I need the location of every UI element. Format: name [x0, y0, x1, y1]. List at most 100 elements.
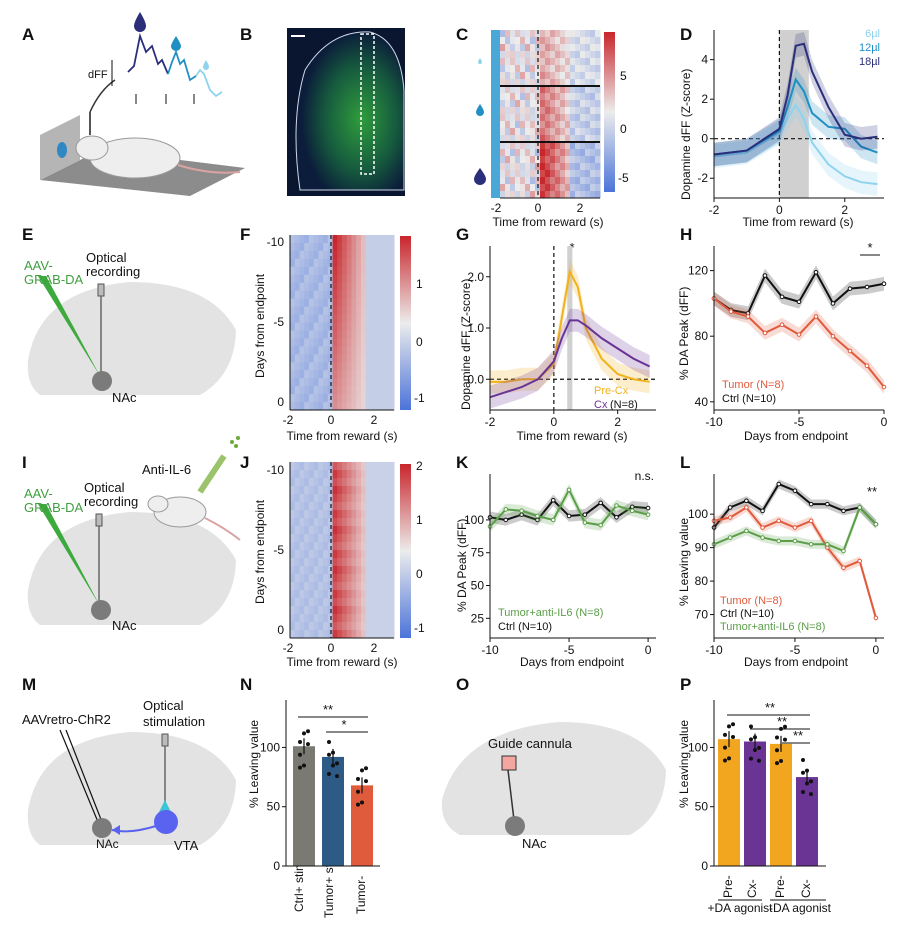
heatmap-cell — [530, 156, 536, 164]
heatmap-cell — [308, 370, 315, 379]
heatmap-cell — [379, 235, 386, 244]
heatmap-cell — [290, 330, 296, 339]
data-point — [783, 737, 787, 742]
heatmap-cell — [365, 402, 371, 411]
drug-droplet — [234, 444, 238, 448]
heatmap-cell — [505, 93, 511, 101]
heatmap-cell — [595, 142, 601, 150]
heatmap-cell — [323, 362, 329, 371]
panel-letter-j: J — [240, 453, 249, 472]
heatmap-cell — [360, 346, 367, 355]
heatmap-cell — [304, 606, 310, 615]
heatmap-cell — [332, 614, 338, 623]
heatmap-cell — [384, 470, 390, 479]
heatmap-cell — [570, 30, 576, 38]
data-point — [503, 507, 509, 512]
heatmap-cell — [389, 622, 395, 631]
heatmap-cell — [294, 598, 300, 607]
legend-ctrl: Ctrl (N=10) — [722, 393, 776, 405]
nac-region — [92, 818, 112, 838]
condition-bar — [491, 30, 500, 198]
heatmap-cell — [560, 51, 566, 59]
y-tick-label: 75 — [471, 546, 485, 560]
heatmap-cell — [560, 93, 566, 101]
data-point — [792, 538, 798, 544]
heatmap-cell — [346, 274, 352, 284]
x-axis-label: Days from endpoint — [744, 655, 849, 669]
heatmap-cell — [290, 606, 296, 615]
heatmap-cell — [555, 177, 561, 185]
heatmap-cell — [294, 322, 300, 331]
heatmap-cell — [308, 550, 315, 559]
heatmap-cell — [595, 135, 601, 143]
heatmap-cell — [575, 184, 581, 192]
heatmap-cell — [389, 402, 395, 411]
heatmap-cell — [500, 149, 506, 157]
heatmap-cell — [510, 114, 516, 122]
heatmap-cell — [389, 606, 395, 615]
heatmap-cell — [290, 558, 296, 567]
heatmap-cell — [356, 346, 362, 355]
heatmap-cell — [332, 494, 338, 503]
x-tick-label: Cx- — [799, 879, 813, 898]
data-point — [760, 525, 765, 530]
heatmap-cell — [580, 100, 586, 108]
heatmap-cell — [308, 486, 315, 495]
heatmap-cell — [346, 606, 352, 615]
panel-o-illustration: Guide cannula NAc — [441, 722, 666, 851]
heatmap-cell — [370, 590, 376, 599]
heatmap-cell — [540, 44, 546, 52]
heatmap-cell — [520, 128, 526, 136]
heatmap-cell — [313, 394, 319, 403]
heatmap-cell — [505, 142, 511, 150]
heatmap-cell — [505, 156, 511, 164]
heatmap-cell — [332, 566, 338, 575]
heatmap-cell — [389, 314, 395, 323]
projection-arrow-icon — [112, 825, 120, 835]
x-tick-label: 0 — [776, 203, 783, 217]
heatmap-cell — [318, 462, 324, 471]
heatmap-cell — [389, 590, 395, 599]
heatmap-cell — [384, 526, 390, 535]
data-point — [550, 517, 556, 523]
heatmap-cell — [570, 65, 576, 73]
heatmap-cell — [379, 534, 386, 543]
heatmap-cell — [356, 235, 362, 244]
heatmap-cell — [332, 518, 338, 527]
heatmap-cell — [540, 51, 546, 59]
heatmap-cell — [360, 534, 367, 543]
y-tick-label: -2 — [697, 171, 708, 185]
heatmap-cell — [545, 72, 551, 80]
data-point — [731, 734, 735, 739]
heatmap-cell — [540, 184, 546, 192]
heatmap-cell — [379, 370, 386, 379]
heatmap-cell — [389, 494, 395, 503]
heatmap-cell — [384, 235, 390, 244]
heatmap-cell — [515, 156, 521, 164]
heatmap-cell — [365, 266, 371, 276]
heatmap-cell — [290, 282, 296, 292]
heatmap-cell — [294, 290, 300, 300]
data-point — [645, 512, 651, 517]
heatmap-cell — [342, 470, 348, 479]
x-axis-label: Time from reward (s) — [743, 215, 854, 229]
heatmap-cell — [356, 494, 362, 503]
heatmap-cell — [540, 142, 546, 150]
virus-label-line1: AAV- — [24, 486, 53, 501]
heatmap-cell — [575, 65, 581, 73]
heatmap-cell — [370, 266, 376, 276]
heatmap-cell — [313, 386, 319, 395]
heatmap-cell — [294, 590, 300, 599]
heatmap-cell — [346, 306, 352, 316]
heatmap-cell — [308, 478, 315, 487]
heatmap-cell — [299, 330, 305, 339]
data-point — [779, 726, 783, 731]
heatmap-cell — [304, 402, 310, 411]
data-point — [873, 615, 879, 621]
data-point — [598, 500, 603, 506]
heatmap-cell — [515, 191, 521, 199]
heatmap-cell — [323, 598, 329, 607]
heatmap-cell — [370, 614, 376, 623]
series-line — [489, 319, 651, 399]
series-line — [713, 77, 878, 156]
